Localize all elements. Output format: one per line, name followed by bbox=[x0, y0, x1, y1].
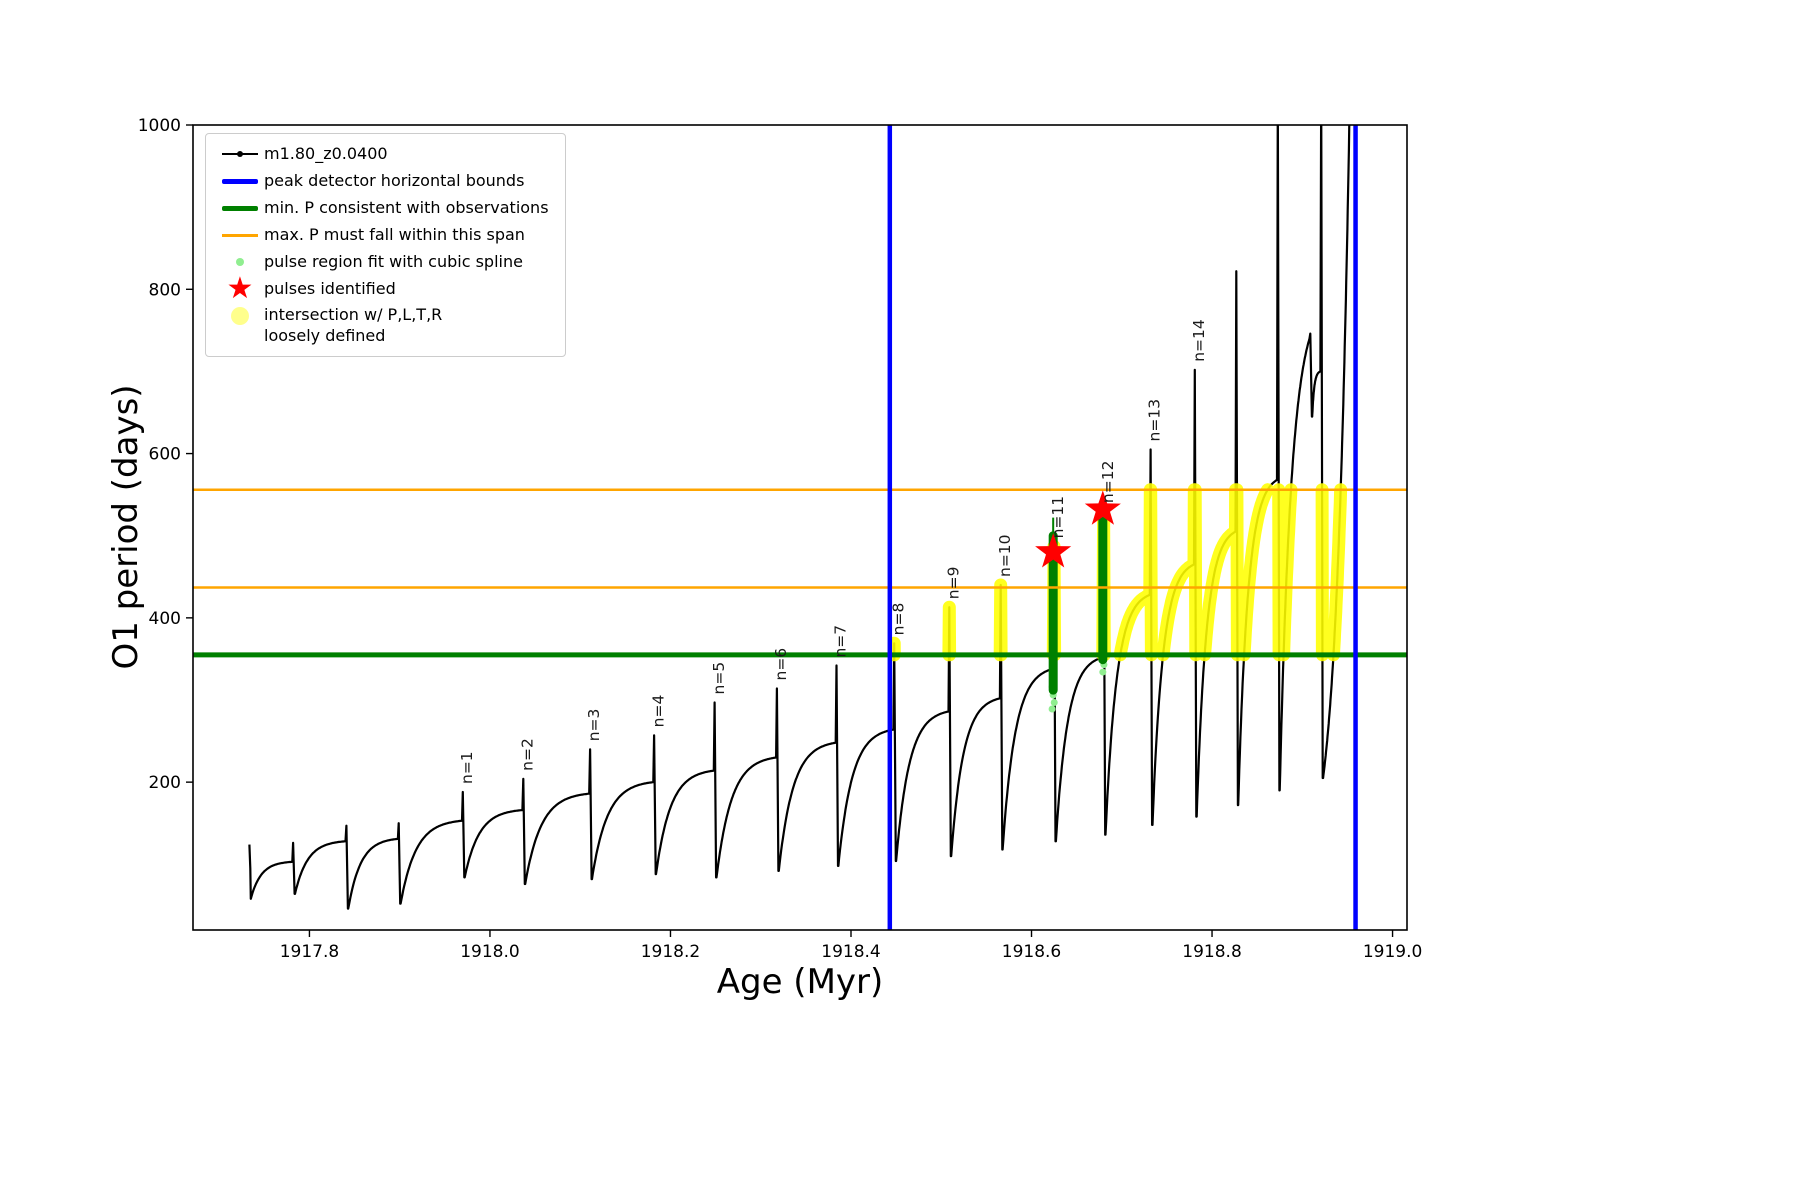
legend-item-max-period-span: max. P must fall within this span bbox=[216, 224, 549, 246]
x-tick-label: 1918.6 bbox=[1002, 942, 1061, 962]
legend-label: min. P consistent with observations bbox=[264, 197, 549, 217]
y-axis-label: O1 period (days) bbox=[106, 384, 146, 670]
intersection-highlights bbox=[887, 483, 1348, 662]
pulse-star bbox=[1084, 490, 1121, 525]
legend-item-pulses: ★ pulses identified bbox=[216, 271, 549, 306]
y-tick-label: 200 bbox=[149, 773, 181, 793]
pulse-count-label: n=10 bbox=[996, 534, 1014, 577]
legend-item-min-period: min. P consistent with observations bbox=[216, 197, 549, 219]
x-tick-label: 1917.8 bbox=[280, 942, 339, 962]
legend-label: max. P must fall within this span bbox=[264, 224, 525, 244]
pulse-count-label: n=2 bbox=[518, 738, 536, 771]
blue-line-icon bbox=[216, 170, 264, 192]
legend-label: peak detector horizontal bounds bbox=[264, 170, 525, 190]
legend-label: pulses identified bbox=[264, 278, 396, 298]
green-line-icon bbox=[216, 197, 264, 219]
x-tick-label: 1918.0 bbox=[460, 942, 519, 962]
legend-label: pulse region fit with cubic spline bbox=[264, 251, 523, 271]
pulse-count-label: n=5 bbox=[710, 662, 728, 695]
legend-item-spline-fit: pulse region fit with cubic spline bbox=[216, 251, 549, 273]
y-tick-label: 800 bbox=[149, 280, 181, 300]
legend-label: intersection w/ P,L,T,R loosely defined bbox=[264, 305, 443, 345]
pulse-count-label: n=4 bbox=[649, 695, 667, 728]
pulse-count-label: n=13 bbox=[1146, 399, 1164, 442]
pulse-count-label: n=1 bbox=[458, 751, 476, 784]
legend-label: m1.80_z0.0400 bbox=[264, 143, 388, 163]
yellow-dot-icon bbox=[216, 305, 264, 327]
series-line-icon bbox=[216, 143, 264, 165]
legend: m1.80_z0.0400 peak detector horizontal b… bbox=[205, 133, 566, 357]
red-star-icon: ★ bbox=[226, 271, 254, 306]
lightgreen-dot-icon bbox=[216, 251, 264, 273]
pulse-count-label: n=12 bbox=[1099, 461, 1117, 504]
y-tick-label: 1000 bbox=[138, 116, 181, 136]
x-axis-label: Age (Myr) bbox=[716, 962, 884, 1002]
pulse-star bbox=[1035, 533, 1072, 568]
cubic-spline-dot bbox=[1099, 668, 1107, 676]
plot-spines bbox=[192, 124, 1408, 931]
legend-item-intersection: intersection w/ P,L,T,R loosely defined bbox=[216, 305, 549, 347]
pulse-count-label: n=14 bbox=[1190, 319, 1208, 362]
cubic-spline-dot bbox=[1048, 705, 1056, 713]
legend-item-peak-bounds: peak detector horizontal bounds bbox=[216, 170, 549, 192]
pulse-count-label: n=9 bbox=[944, 566, 962, 599]
legend-item-series: m1.80_z0.0400 bbox=[216, 143, 549, 165]
x-tick-label: 1918.8 bbox=[1182, 942, 1241, 962]
pulse-count-label: n=7 bbox=[832, 625, 850, 658]
y-tick-label: 400 bbox=[149, 609, 181, 629]
x-tick-label: 1918.2 bbox=[641, 942, 700, 962]
pulse-count-label: n=11 bbox=[1049, 496, 1067, 539]
x-tick-label: 1919.0 bbox=[1363, 942, 1422, 962]
y-tick-label: 600 bbox=[149, 445, 181, 465]
pulse-count-label: n=3 bbox=[585, 709, 603, 742]
cubic-spline-dot bbox=[1050, 698, 1058, 706]
pulse-count-label: n=8 bbox=[889, 603, 907, 636]
pulse-count-label: n=6 bbox=[772, 648, 790, 681]
orange-line-icon bbox=[216, 224, 264, 246]
x-tick-label: 1918.4 bbox=[821, 942, 880, 962]
